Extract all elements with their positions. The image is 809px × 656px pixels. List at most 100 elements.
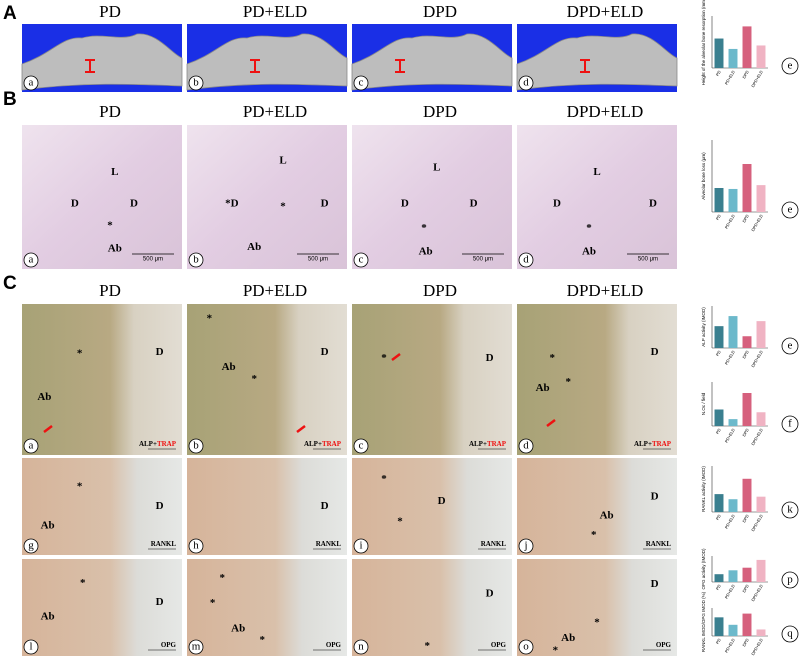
micrograph <box>187 458 347 555</box>
bar <box>756 45 766 68</box>
panel-letter: c <box>359 77 364 89</box>
stain-part: TRAP <box>487 440 507 448</box>
tissue-label: Ab <box>222 361 236 373</box>
stain-part: TRAP <box>322 440 342 448</box>
x-tick-label: PD+ELD <box>724 349 736 365</box>
bar <box>728 624 738 636</box>
panel-letter: n <box>358 641 364 653</box>
panel-letter: a <box>29 77 34 89</box>
stain-label: ALP+TRAP <box>469 440 507 448</box>
section-label: A <box>3 3 17 24</box>
panel-letter-circle <box>23 639 39 655</box>
bone-shape <box>516 33 678 91</box>
stain-part: ALP+ <box>469 440 487 448</box>
tissue-label: D <box>401 198 409 210</box>
panel-letter-circle <box>188 252 204 268</box>
x-tick-label: PD <box>715 427 722 434</box>
x-tick-label: PD+ELD <box>724 213 736 229</box>
tissue-label: * <box>80 577 86 589</box>
y-axis-label: Alveolar bone loss (μm) <box>701 152 706 200</box>
panel-letter: b <box>193 254 199 266</box>
panel-letter-circle <box>23 252 39 268</box>
tissue-label: * <box>219 572 225 584</box>
micrograph <box>517 458 677 555</box>
tissue-label: D <box>649 198 657 210</box>
stain-part: TRAP <box>157 440 177 448</box>
panel-letter: c <box>359 254 364 266</box>
column-header: DPD+ELD <box>567 102 644 121</box>
x-tick-label: PD <box>715 583 722 590</box>
stain-label: RANKL <box>481 540 507 548</box>
x-tick-label: PD <box>715 69 722 76</box>
stain-label: OPG <box>326 641 342 649</box>
scale-label: 500 μm <box>143 257 163 263</box>
bar <box>714 574 724 582</box>
bar <box>728 48 738 68</box>
tissue-label: * <box>107 219 113 231</box>
panel-letter: d <box>523 77 529 89</box>
stain-label: RANKL <box>151 540 177 548</box>
micrograph <box>187 125 347 269</box>
tissue-label: D <box>156 500 164 512</box>
panel-letter-circle <box>518 252 534 268</box>
column-header: PD <box>99 2 121 21</box>
tissue-label: D <box>130 198 138 210</box>
tissue-label: D <box>651 346 659 358</box>
panel-letter-circle <box>781 625 799 643</box>
bar <box>756 496 766 512</box>
bar <box>742 26 752 68</box>
bar <box>742 393 752 426</box>
measure-marker <box>580 59 590 73</box>
x-tick-label: PD+ELD <box>724 69 736 85</box>
panel-letter: b <box>193 77 199 89</box>
tissue-label: Ab <box>561 632 575 644</box>
tissue-label: D <box>438 495 446 507</box>
tissue-label: L <box>111 166 118 178</box>
y-axis-label: OPG activity (IMOD) <box>701 548 706 590</box>
x-tick-label: DPD <box>741 213 750 223</box>
panel-letter-circle <box>353 75 369 91</box>
tissue-label: * <box>591 529 597 541</box>
bar <box>742 567 752 582</box>
arrow <box>391 353 401 361</box>
tissue-label: D <box>486 352 494 364</box>
stain-label: OPG <box>491 641 507 649</box>
tissue-label: D <box>321 500 329 512</box>
x-tick-label: DPD <box>741 69 750 79</box>
panel-letter-circle <box>353 438 369 454</box>
bar <box>714 38 724 68</box>
micrograph <box>22 304 182 455</box>
bar <box>714 409 724 426</box>
panel-letter-circle <box>23 438 39 454</box>
bar <box>742 164 752 212</box>
stain-label: RANKL <box>316 540 342 548</box>
stain-part: ALP+ <box>304 440 322 448</box>
tissue-label: Ab <box>600 510 614 522</box>
bar <box>756 629 766 636</box>
stain-label: ALP+TRAP <box>304 440 342 448</box>
x-tick-label: DPD <box>741 637 750 647</box>
y-axis-label: RANKL IMOD/OPG IMOD (%) <box>701 591 706 652</box>
panel-letter-circle <box>188 75 204 91</box>
x-tick-label: DPD+ELD <box>750 427 764 446</box>
x-tick-label: PD+ELD <box>724 513 736 529</box>
stain-part: TRAP <box>652 440 672 448</box>
tissue-label: L <box>279 155 286 167</box>
x-tick-label: PD+ELD <box>724 583 736 599</box>
tissue-label: L <box>593 166 600 178</box>
bone-shape <box>351 33 513 91</box>
bar <box>728 419 738 426</box>
panel-letter-circle <box>781 415 799 433</box>
tissue-label: D <box>156 346 164 358</box>
arrow <box>43 425 53 433</box>
tissue-label: L <box>433 162 440 174</box>
micrograph <box>187 304 347 455</box>
tissue-label: * <box>251 373 257 385</box>
tissue-label: Ab <box>536 382 550 394</box>
panel-letter: e <box>788 340 793 352</box>
panel-letter-circle <box>518 438 534 454</box>
bar <box>728 570 738 582</box>
bar <box>714 494 724 512</box>
column-header: DPD <box>423 281 457 300</box>
x-tick-label: DPD+ELD <box>750 583 764 602</box>
